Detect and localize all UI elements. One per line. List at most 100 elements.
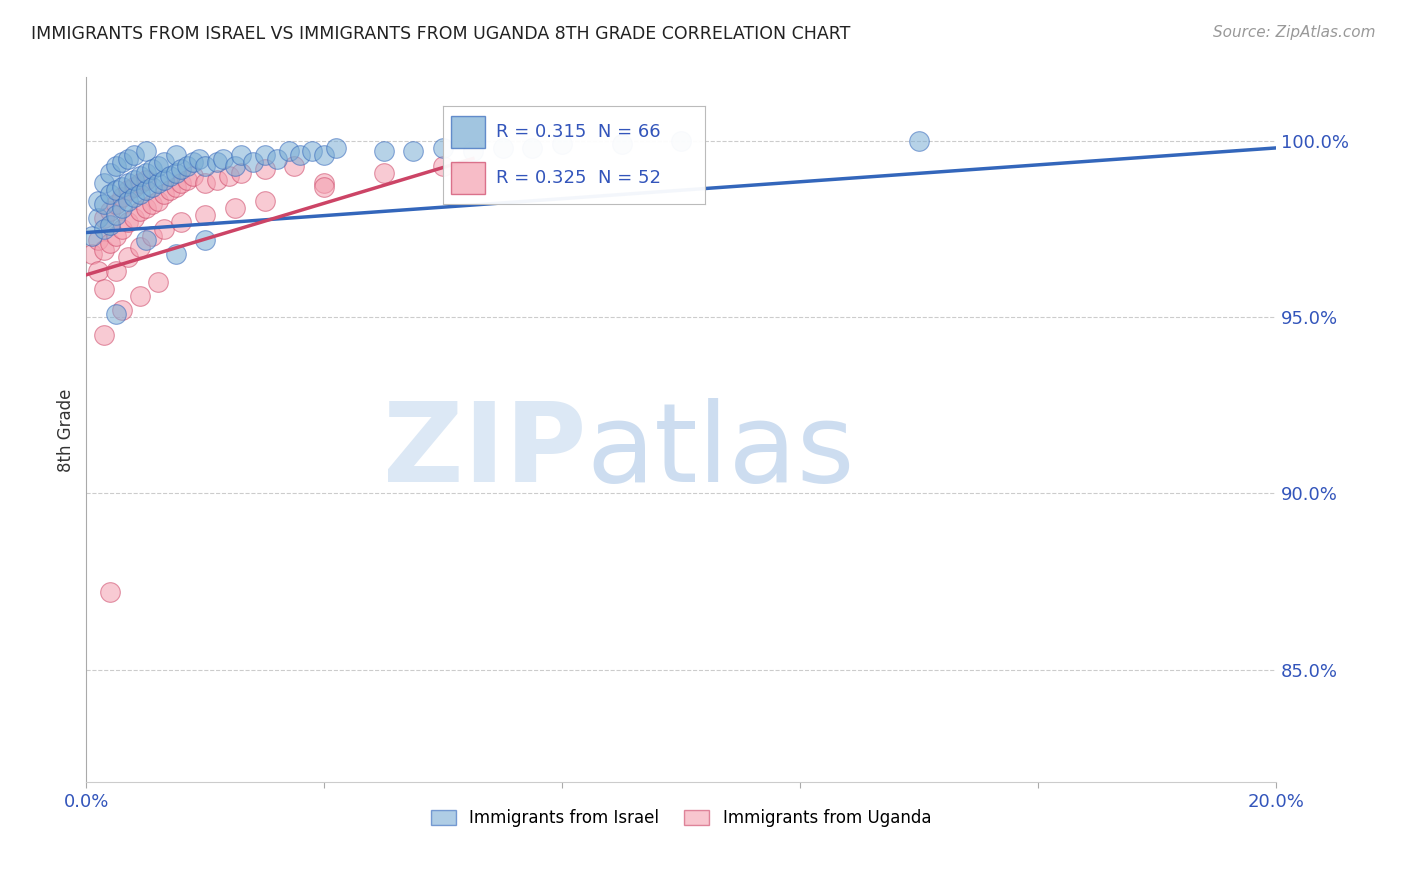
Point — [93, 197, 115, 211]
Point — [152, 155, 174, 169]
Point — [128, 169, 150, 183]
Point — [253, 162, 276, 177]
Point — [111, 190, 134, 204]
Point — [283, 159, 305, 173]
Point — [229, 166, 252, 180]
Point — [93, 211, 115, 226]
Point — [135, 201, 157, 215]
Point — [93, 243, 115, 257]
Legend: Immigrants from Israel, Immigrants from Uganda: Immigrants from Israel, Immigrants from … — [425, 803, 938, 834]
Point — [229, 148, 252, 162]
Point — [128, 204, 150, 219]
Point — [105, 229, 128, 244]
Point — [432, 141, 454, 155]
Point — [117, 176, 139, 190]
Point — [218, 169, 240, 183]
Point — [87, 264, 110, 278]
Text: Source: ZipAtlas.com: Source: ZipAtlas.com — [1212, 25, 1375, 40]
Point — [165, 166, 187, 180]
Point — [105, 183, 128, 197]
Point — [122, 179, 145, 194]
Point — [87, 211, 110, 226]
Point — [152, 222, 174, 236]
Point — [98, 219, 121, 233]
Point — [93, 176, 115, 190]
Point — [122, 148, 145, 162]
Point — [87, 233, 110, 247]
Point — [188, 152, 211, 166]
Point — [908, 134, 931, 148]
Point — [194, 208, 217, 222]
Point — [314, 176, 336, 190]
Point — [224, 201, 246, 215]
Point — [194, 159, 217, 173]
Point — [194, 176, 217, 190]
Point — [402, 145, 425, 159]
Point — [253, 194, 276, 208]
Point — [141, 229, 163, 244]
Point — [141, 197, 163, 211]
Point — [128, 289, 150, 303]
Point — [301, 145, 323, 159]
Point — [98, 204, 121, 219]
Point — [117, 152, 139, 166]
Point — [98, 166, 121, 180]
Point — [314, 148, 336, 162]
Point — [170, 215, 193, 229]
Point — [117, 183, 139, 197]
Point — [111, 222, 134, 236]
Point — [290, 148, 312, 162]
Point — [277, 145, 299, 159]
Point — [314, 179, 336, 194]
Point — [128, 186, 150, 201]
Point — [141, 162, 163, 177]
Point — [159, 169, 181, 183]
Point — [117, 250, 139, 264]
Point — [325, 141, 347, 155]
Point — [165, 179, 187, 194]
Point — [135, 183, 157, 197]
Point — [117, 194, 139, 208]
Point — [135, 166, 157, 180]
Point — [122, 211, 145, 226]
Point — [98, 236, 121, 251]
Point — [522, 141, 544, 155]
Text: IMMIGRANTS FROM ISRAEL VS IMMIGRANTS FROM UGANDA 8TH GRADE CORRELATION CHART: IMMIGRANTS FROM ISRAEL VS IMMIGRANTS FRO… — [31, 25, 851, 43]
Point — [266, 152, 288, 166]
Point — [253, 148, 276, 162]
Point — [111, 201, 134, 215]
Point — [105, 307, 128, 321]
Point — [93, 282, 115, 296]
Point — [82, 246, 104, 260]
Point — [105, 159, 128, 173]
Point — [165, 246, 187, 260]
Point — [122, 190, 145, 204]
Point — [122, 172, 145, 186]
Point — [373, 166, 395, 180]
Point — [551, 137, 574, 152]
Point — [82, 229, 104, 244]
Point — [152, 172, 174, 186]
Text: ZIP: ZIP — [382, 398, 586, 505]
Point — [212, 152, 235, 166]
Point — [176, 159, 198, 173]
Point — [432, 159, 454, 173]
Point — [194, 233, 217, 247]
Point — [224, 159, 246, 173]
Point — [152, 186, 174, 201]
Point — [146, 159, 169, 173]
Point — [98, 585, 121, 599]
Point — [87, 194, 110, 208]
Point — [93, 222, 115, 236]
Point — [146, 176, 169, 190]
Point — [183, 155, 205, 169]
Point — [170, 176, 193, 190]
Point — [128, 239, 150, 253]
Point — [461, 145, 484, 159]
Point — [105, 197, 128, 211]
Point — [98, 186, 121, 201]
Point — [93, 327, 115, 342]
Point — [128, 176, 150, 190]
Point — [117, 215, 139, 229]
Point — [111, 155, 134, 169]
